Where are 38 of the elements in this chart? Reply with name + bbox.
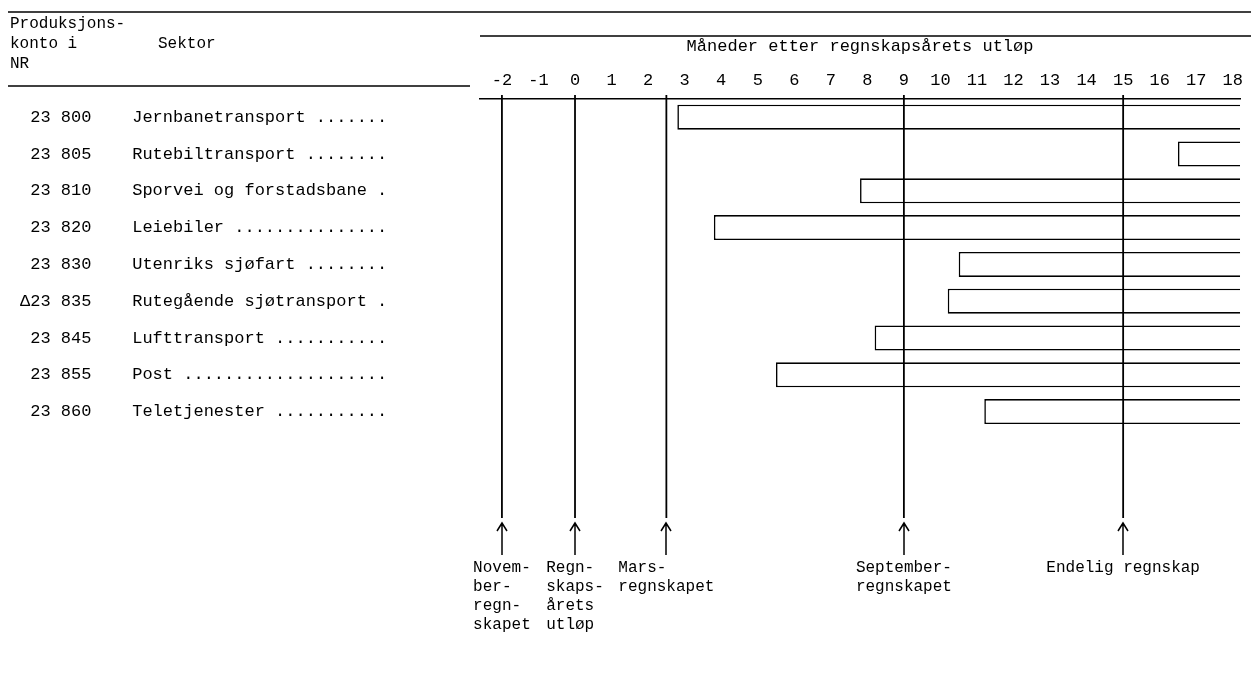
y-tick-label: 23 810 Sporvei og forstadsbane .	[20, 181, 388, 201]
x-tick-label: 8	[862, 71, 873, 91]
x-tick-label: 5	[752, 71, 763, 91]
ref-line-label: Regn- skaps- årets utløp	[546, 559, 604, 635]
x-tick-label: 9	[898, 71, 909, 91]
ref-line-label: Endelig regnskap	[1046, 559, 1200, 578]
x-tick-label: 14	[1076, 71, 1097, 91]
y-tick-label: 23 820 Leiebiler ...............	[20, 218, 388, 238]
x-axis-title: Måneder etter regnskapsårets utløp	[686, 36, 1034, 56]
x-tick-label: 11	[966, 71, 988, 91]
x-tick-label: 17	[1186, 71, 1207, 91]
x-tick-label: 2	[642, 71, 654, 91]
x-tick-label: 10	[930, 71, 951, 91]
y-tick-label: 23 845 Lufttransport ...........	[20, 328, 388, 348]
y-tick-label: 23 805 Rutebiltransport ........	[20, 144, 388, 164]
ref-line-label: September- regnskapet	[855, 559, 952, 597]
y-tick-label: 23 830 Utenriks sjøfart ........	[20, 254, 388, 274]
x-tick-label: 12	[1003, 71, 1024, 91]
ref-line-label: Novem- ber- regn- skapet	[473, 559, 531, 635]
x-tick-label: 0	[569, 71, 581, 91]
x-tick-label: 13	[1039, 71, 1061, 91]
y-tick-label: 23 860 Teletjenester ...........	[20, 402, 388, 422]
ref-line-label: Mars- regnskapet	[618, 559, 715, 597]
x-tick-label: 15	[1112, 71, 1134, 91]
x-tick-label: 6	[789, 71, 800, 91]
x-tick-label: -1	[528, 71, 549, 91]
y-tick-label: 23 800 Jernbanetransport .......	[20, 107, 388, 127]
x-tick-label: 3	[679, 71, 690, 91]
y-tick-label: 23 855 Post ....................	[20, 365, 388, 385]
text: Sektor	[158, 35, 216, 54]
x-tick-label: 16	[1149, 71, 1170, 91]
x-tick-label: 1	[606, 71, 617, 91]
x-tick-label: 18	[1222, 71, 1243, 91]
x-tick-label: 4	[716, 71, 727, 91]
x-tick-label: -2	[491, 71, 513, 91]
y-tick-label: Δ23 835 Rutegående sjøtransport .	[20, 291, 388, 311]
x-tick-label: 7	[825, 71, 836, 91]
text: Produksjons- konto i NR	[10, 15, 126, 74]
